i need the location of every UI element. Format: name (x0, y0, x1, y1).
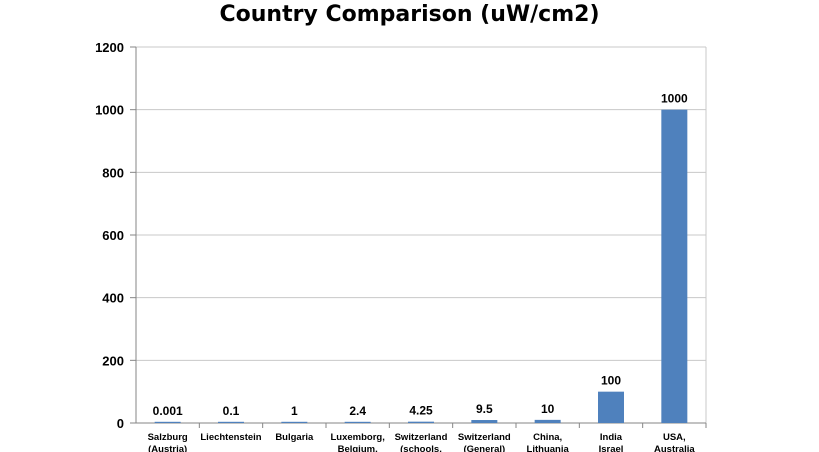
category-label-7-line-1: Israel (599, 444, 624, 452)
ytick-label-1000: 1000 (95, 103, 124, 118)
category-label-6-line-0: China, (533, 432, 562, 443)
category-label-3-line-0: Luxemborg, (330, 432, 384, 443)
category-label-4-line-1: (schools, (400, 444, 442, 452)
bar-5 (471, 420, 498, 423)
bar-0 (154, 421, 181, 423)
labels: 0.001 Salzburg(Austria) 0.1 Liechtenstein 1 B… (148, 92, 696, 452)
bar-7 (598, 391, 624, 423)
data-label-0: 0.001 (153, 404, 183, 418)
bar-3 (344, 421, 371, 423)
bar-4 (408, 421, 434, 423)
data-label-3: 2.4 (349, 404, 366, 418)
category-label-8-line-1: Australia (654, 444, 695, 452)
ytick-label-400: 400 (102, 291, 124, 306)
data-label-4: 4.25 (409, 404, 433, 418)
category-label-4-line-0: Switzerland (395, 432, 448, 443)
category-label-3-line-1: Belgium, (338, 444, 378, 452)
category-label-5-line-0: Switzerland (458, 432, 511, 443)
bar-6 (534, 419, 561, 423)
data-label-5: 9.5 (476, 402, 493, 416)
ytick-label-200: 200 (102, 353, 124, 368)
category-label-5-line-1: (General) (463, 444, 505, 452)
data-label-6: 10 (541, 402, 555, 416)
data-label-8: 1000 (661, 92, 688, 106)
category-label-0-line-0: Salzburg (148, 432, 188, 443)
category-label-8-line-0: USA, (663, 432, 686, 443)
data-label-2: 1 (291, 404, 298, 418)
category-label-6-line-1: Lithuania (527, 444, 570, 452)
bar-8 (661, 109, 688, 424)
bar-1 (218, 421, 244, 423)
category-label-0-line-1: (Austria) (148, 444, 187, 452)
data-label-1: 0.1 (223, 404, 240, 418)
gridlines (136, 46, 706, 361)
ytick-label-1200: 1200 (95, 40, 124, 55)
category-label-2-line-0: Bulgaria (275, 432, 314, 443)
bars (154, 109, 688, 424)
ytick-label-800: 800 (102, 165, 124, 180)
ytick-label-600: 600 (102, 228, 124, 243)
category-label-1-line-0: Liechtenstein (200, 432, 261, 443)
category-label-7-line-0: India (600, 432, 623, 443)
ytick-label-0: 0 (117, 416, 124, 431)
data-label-7: 100 (601, 374, 621, 388)
bar-2 (281, 421, 308, 423)
chart-title: Country Comparison (uW/cm2) (219, 2, 600, 27)
